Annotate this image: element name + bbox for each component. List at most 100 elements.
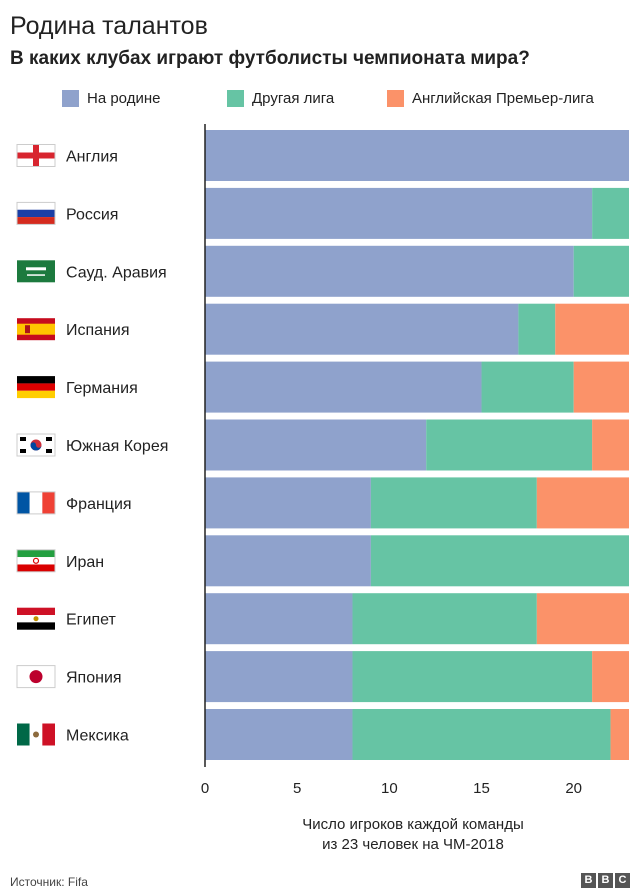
bar-segment [205, 245, 574, 297]
bar-segment [352, 651, 593, 703]
bar-segment [592, 419, 629, 471]
flag-part [33, 616, 39, 622]
category-label: Франция [66, 496, 132, 513]
flag-part [32, 557, 40, 564]
bar-segment [205, 361, 482, 413]
flag-part [17, 723, 30, 746]
bbc-logo: B B C [581, 873, 630, 888]
flag-part [17, 260, 55, 283]
flag-spain-icon [17, 318, 55, 341]
flag-iran-icon [16, 549, 56, 573]
legend-label-premier-league: Английская Премьер-лига [412, 90, 594, 107]
flag-part [46, 449, 52, 453]
category-label: Россия [66, 206, 118, 223]
bar-segment [592, 187, 629, 239]
flag-part [17, 202, 55, 210]
x-tick-label: 10 [381, 780, 398, 797]
flag-part [30, 442, 42, 451]
flag-part [17, 557, 55, 565]
legend-swatch-other-league [227, 90, 244, 107]
flag-border [16, 491, 56, 515]
bar-segment [352, 709, 611, 760]
flag-france-icon [16, 491, 56, 515]
bar-segment [205, 187, 593, 239]
legend-item-home: На родине [62, 90, 160, 107]
flag-russia-icon [16, 201, 56, 225]
legend-item-premier-league: Английская Премьер-лига [387, 90, 594, 107]
flag-part [17, 376, 55, 384]
flag-border [16, 201, 56, 225]
flag-part [17, 209, 55, 218]
bar-segment [370, 535, 629, 587]
flag-part [20, 449, 26, 453]
flag-part [25, 325, 30, 334]
flag-part [17, 549, 55, 558]
flag-germany-icon [17, 376, 55, 399]
chart-title: Родина талантов [10, 12, 208, 40]
category-label: Египет [66, 612, 116, 629]
flag-part [46, 437, 52, 441]
legend-label-home: На родине [87, 90, 161, 107]
legend-swatch-home [62, 90, 79, 107]
x-tick-label: 0 [201, 780, 209, 797]
flag-egypt-icon [17, 607, 55, 630]
bar-segment [592, 651, 629, 703]
flag-england-icon [16, 144, 56, 167]
flag-part [17, 383, 55, 391]
bar-segment [205, 130, 629, 181]
category-label: Южная Корея [66, 438, 168, 455]
x-axis-label: из 23 человек на ЧМ-2018 [322, 836, 504, 853]
flag-part [17, 390, 55, 399]
flag-part [17, 564, 55, 572]
bar-segment [610, 709, 629, 760]
bar-segment [205, 303, 519, 355]
flag-part [29, 670, 43, 684]
bbc-logo-letter: B [598, 873, 613, 888]
flag-part [17, 152, 55, 159]
flag-border [16, 665, 56, 689]
category-label: Сауд. Аравия [66, 264, 167, 281]
category-label: Англия [66, 149, 118, 166]
legend: На родине Другая лига Английская Премьер… [0, 90, 640, 110]
bar-segment [205, 419, 427, 471]
legend-label-other-league: Другая лига [252, 90, 335, 107]
bar-segment [205, 477, 371, 529]
x-tick-label: 20 [565, 780, 582, 797]
flag-part [17, 217, 55, 225]
bar-segment [573, 361, 629, 413]
bar-segment [536, 477, 629, 529]
flag-part [42, 723, 55, 746]
bar-segment [205, 593, 353, 645]
category-label: Испания [66, 322, 130, 339]
legend-swatch-premier-league [387, 90, 404, 107]
flag-border [16, 144, 56, 167]
x-tick-label: 5 [293, 780, 301, 797]
flag-part [17, 622, 55, 630]
bbc-logo-letter: B [581, 873, 596, 888]
category-label: Германия [66, 380, 138, 397]
flag-part [20, 437, 26, 441]
category-label: Япония [66, 670, 122, 687]
x-axis-label: Число игроков каждой команды [302, 816, 524, 833]
flag-part [33, 731, 39, 738]
flag-part [42, 491, 55, 514]
flag-part [17, 323, 55, 335]
bar-segment [426, 419, 593, 471]
flag-south-korea-icon [16, 433, 56, 457]
x-tick-label: 15 [473, 780, 490, 797]
legend-item-other-league: Другая лига [227, 90, 334, 107]
category-label: Иран [66, 554, 104, 571]
flag-mexico-icon [17, 723, 55, 746]
flag-part [26, 267, 46, 271]
flag-part [17, 491, 30, 514]
bar-segment [481, 361, 574, 413]
flag-border [16, 549, 56, 573]
bar-segment [518, 303, 556, 355]
bar-segment [352, 593, 537, 645]
bar-segment [205, 651, 353, 703]
category-label: Мексика [66, 728, 129, 745]
chart-subtitle: В каких клубах играют футболисты чемпион… [10, 48, 530, 69]
flag-border [16, 433, 56, 457]
flag-part [17, 607, 55, 616]
